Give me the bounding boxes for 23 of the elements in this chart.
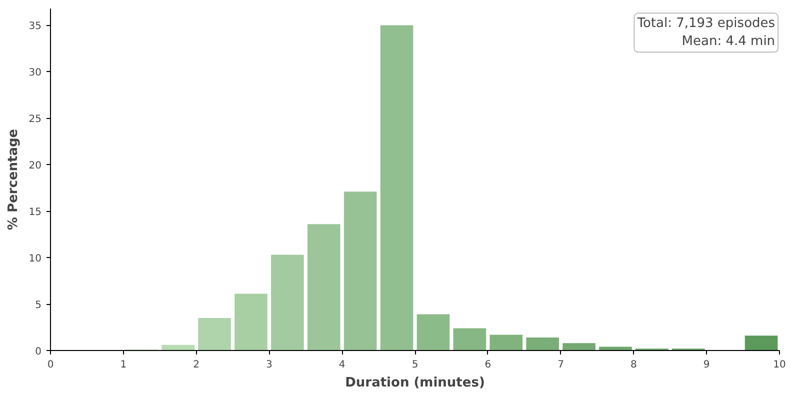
x-tick-label: 0 (47, 360, 54, 370)
annotation: Total: 7,193 episodes (636, 16, 776, 32)
x-tick-label: 4 (338, 360, 346, 370)
y-tick-label: 0 (35, 346, 42, 358)
y-tick-label: 35 (28, 21, 42, 32)
y-tick-label: 30 (28, 68, 42, 79)
y-tick-label: 5 (35, 300, 42, 312)
y-axis-title: % Percentage (6, 128, 21, 230)
y-tick-label: 20 (28, 160, 42, 172)
y-tick-label: 25 (28, 114, 42, 126)
x-tick-label: 3 (266, 360, 272, 370)
x-tick-label: 10 (773, 360, 786, 370)
annotation: Mean: 4.4 min (682, 34, 776, 50)
x-tick-label: 9 (703, 360, 710, 370)
x-tick-label: 8 (630, 360, 637, 370)
y-tick-label: 15 (28, 207, 42, 218)
x-tick-label: 1 (120, 360, 127, 370)
x-tick-label: 5 (412, 360, 418, 370)
x-tick-label: 6 (484, 360, 492, 370)
x-axis-title: Duration (minutes) (345, 376, 485, 390)
x-tick-label: 7 (558, 360, 564, 370)
y-tick-label: 10 (28, 254, 42, 265)
x-tick-label: 2 (193, 360, 200, 370)
